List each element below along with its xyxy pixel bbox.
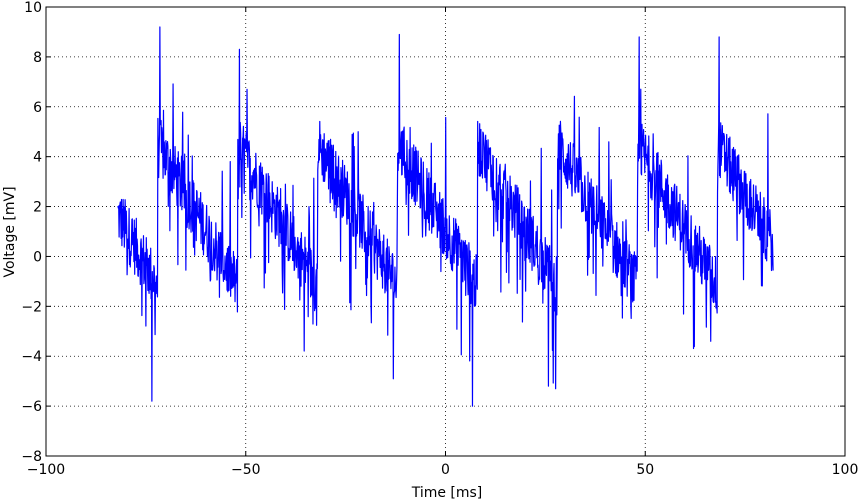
y-tick-label: 10 [24, 0, 42, 16]
y-tick-label: 4 [33, 150, 42, 166]
x-tick-label: 100 [832, 462, 859, 478]
x-tick-label: −50 [231, 462, 261, 478]
x-tick-label: 0 [441, 462, 450, 478]
x-tick-label: 50 [636, 462, 654, 478]
x-tick-label: −100 [27, 462, 65, 478]
y-tick-label: −6 [21, 399, 42, 415]
y-tick-label: 6 [33, 100, 42, 116]
y-tick-label: −8 [21, 449, 42, 465]
series-layer [117, 26, 774, 407]
label-layer: Time [ms] Voltage [mV] [2, 186, 483, 501]
y-tick-label: 8 [33, 50, 42, 66]
y-axis-label: Voltage [mV] [2, 186, 18, 277]
y-tick-label: 0 [33, 249, 42, 265]
series-line-0 [117, 26, 774, 407]
axes-layer: −100 −50 0 50 100 −8 −6 −4 −2 0 2 4 6 8 10 [21, 0, 858, 478]
y-tick-label: −4 [21, 349, 42, 365]
x-axis-label: Time [ms] [411, 485, 483, 500]
y-tick-label: 2 [33, 200, 42, 216]
y-tick-label: −2 [21, 299, 42, 315]
